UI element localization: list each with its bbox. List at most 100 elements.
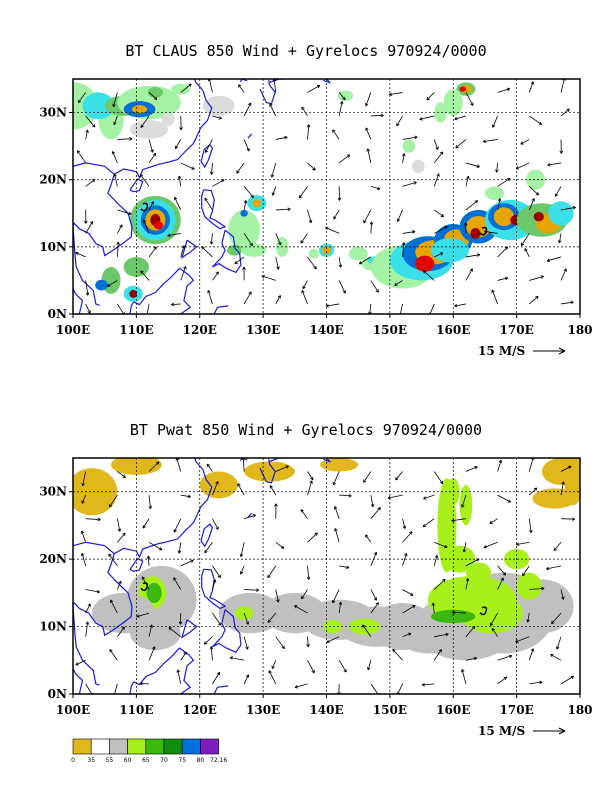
wind-arrow-head — [152, 152, 157, 157]
wind-arrow-head — [399, 316, 402, 319]
wind-arrow — [211, 162, 213, 175]
wind-arrow-head — [277, 295, 281, 299]
wind-arrow — [402, 589, 414, 596]
wind-arrow — [85, 115, 96, 128]
wind-arrow-head — [438, 649, 442, 653]
wind-arrow-head — [113, 121, 117, 126]
wind-arrow — [338, 101, 343, 117]
wind-arrow — [240, 542, 245, 557]
wind-arrow — [497, 178, 511, 187]
wind-arrow-head — [333, 216, 337, 220]
wind-arrow-head — [179, 127, 183, 131]
x-tick-label: 120E — [183, 703, 217, 717]
wind-arrow — [365, 534, 372, 543]
wind-arrow-head — [522, 572, 526, 577]
coastline — [180, 619, 198, 639]
wind-arrow — [461, 494, 467, 508]
wind-arrow-head — [489, 520, 493, 524]
wind-arrow-head — [370, 503, 375, 508]
wind-arrow — [136, 612, 150, 618]
coastline — [239, 79, 248, 83]
wind-arrow — [463, 542, 467, 553]
coastline — [201, 568, 227, 610]
wind-arrow-head — [81, 500, 85, 504]
wind-arrow-head — [373, 597, 377, 601]
wind-arrow-head — [426, 96, 430, 101]
wind-arrow-head — [338, 601, 343, 605]
x-tick-label: 180 — [567, 323, 592, 337]
wind-arrow-head — [268, 670, 272, 674]
wind-arrow — [114, 173, 118, 187]
wind-arrow-head — [119, 224, 123, 228]
wind-arrow — [176, 458, 182, 472]
wind-arrow — [497, 198, 501, 211]
wind-arrow-head — [139, 174, 144, 178]
wind-arrow-head — [285, 465, 289, 469]
shading-cell — [228, 209, 260, 251]
wind-arrow — [547, 162, 562, 166]
wind-arrow-head — [388, 92, 393, 97]
wind-arrow — [367, 660, 372, 671]
wind-arrow — [402, 181, 417, 187]
wind-arrow-head — [281, 645, 285, 650]
wind-arrow — [269, 485, 277, 496]
wind-arrow — [560, 465, 572, 472]
wind-arrow-head — [128, 211, 132, 216]
wind-arrow — [387, 494, 403, 499]
wind-arrow — [528, 648, 534, 661]
wind-arrow-head — [506, 87, 511, 92]
wind-arrow — [171, 303, 181, 306]
wind-arrow — [236, 162, 245, 174]
wind-arrow-head — [209, 241, 214, 245]
wind-arrow — [426, 92, 435, 101]
wind-arrow — [168, 627, 181, 638]
coastline — [73, 162, 133, 257]
wind-arrow-head — [314, 532, 318, 536]
wind-arrow — [465, 254, 480, 258]
coastline — [200, 143, 214, 169]
wind-arrow-head — [87, 310, 91, 314]
wind-arrow-head — [503, 676, 507, 681]
wind-arrow-head — [367, 666, 371, 671]
coastlines — [73, 458, 331, 694]
wind-arrow — [528, 518, 532, 533]
wind-arrow-head — [116, 241, 120, 245]
coastline — [213, 305, 229, 314]
wind-arrow — [529, 276, 544, 281]
wind-arrow-head — [373, 551, 378, 556]
shading-cell — [131, 105, 148, 114]
wind-arrow-head — [107, 283, 111, 287]
wind-arrow — [140, 270, 150, 281]
wind-arrow — [302, 280, 308, 289]
shading-cell — [443, 545, 476, 573]
wind-arrow-head — [174, 196, 178, 201]
wind-arrow — [148, 646, 156, 661]
wind-arrow — [465, 92, 474, 106]
wind-arrow-head — [464, 222, 468, 226]
wind-arrow-head — [358, 261, 363, 265]
coastline — [180, 239, 198, 259]
coastlines — [73, 79, 331, 314]
wind-arrow — [208, 79, 213, 93]
x-tick-label: 100E — [56, 323, 90, 337]
wind-arrow — [434, 252, 444, 258]
wind-arrow-head — [136, 614, 140, 618]
wind-arrow — [338, 154, 351, 164]
wind-arrow-head — [476, 253, 481, 257]
wind-arrow — [148, 495, 151, 509]
y-tick-label: 20N — [39, 173, 67, 187]
wind-arrow-head — [502, 572, 507, 576]
wind-arrow-head — [466, 175, 470, 180]
wind-arrow-head — [469, 268, 473, 272]
wind-arrow — [528, 81, 534, 93]
x-tick-label: 130E — [246, 323, 280, 337]
wind-arrow-head — [306, 576, 311, 580]
wind-arrow — [560, 206, 576, 211]
shading-cell — [240, 243, 267, 257]
wind-arrow — [300, 233, 308, 244]
wind-arrow — [370, 221, 373, 234]
wind-arrow — [483, 139, 498, 142]
coastline — [200, 523, 214, 548]
wind-arrow-head — [439, 252, 444, 256]
wind-arrow — [243, 612, 249, 625]
